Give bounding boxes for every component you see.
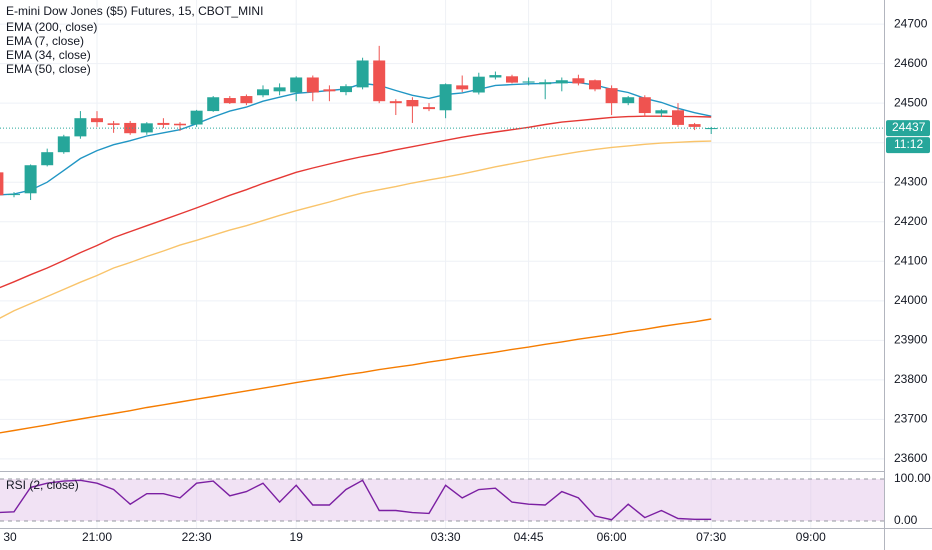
y-tick-label: 24100 [894,253,928,267]
countdown-label: 11:12 [894,137,923,151]
candle-body [539,82,552,85]
candle-body [506,76,518,83]
y-tick-label: 0.00 [894,513,918,527]
y-tick-label: 24000 [894,293,928,307]
x-tick-label: 07:30 [696,530,726,544]
candle-body [24,165,37,194]
candle-body [140,123,153,133]
candle-body [323,89,336,92]
candle-body [306,77,319,93]
candle-body [688,124,701,127]
candle-body [273,87,286,92]
candle-body [107,123,120,125]
candle-body [8,194,20,196]
legend-entry: EMA (200, close) [6,20,97,34]
candle-body [672,110,684,125]
candle-body [605,88,618,104]
x-tick-label: 30 [3,530,17,544]
x-tick-label: 06:00 [597,530,627,544]
candle-body [406,100,419,107]
candle-body [373,60,386,102]
candle-body [340,86,352,93]
candle-body [157,122,170,125]
candle-body [124,122,137,134]
marks [0,45,884,521]
countdown-box [886,137,930,154]
candle-body [207,97,220,112]
candle-body [655,110,668,114]
x-tick-label: 21:00 [82,530,112,544]
candle-body [439,84,452,111]
last-price-label: 24437 [892,120,926,134]
candle-body [223,98,236,104]
x-tick-label: 09:00 [796,530,826,544]
legend-entry: RSI (2, close) [6,478,79,492]
candle-body [74,118,87,137]
x-tick-label: 22:30 [182,530,212,544]
rsi-band [0,479,884,521]
line-series [0,140,712,319]
candle-body [638,97,651,114]
candle-body [489,75,502,78]
candle-body [257,89,269,96]
line-series [0,479,712,521]
y-tick-label: 23600 [894,451,928,465]
candle-body [190,110,203,125]
y-tick-label: 24600 [894,56,928,70]
candle-body [423,107,435,110]
line-series [0,318,712,434]
y-tick-label: 23700 [894,412,928,426]
y-tick-label: 23800 [894,372,928,386]
candle-body [555,80,568,84]
candle-body [240,96,253,104]
legend-entry: EMA (34, close) [6,48,91,62]
y-tick-label: 24200 [894,214,928,228]
x-tick-label: 04:45 [514,530,544,544]
candle-body [290,77,303,93]
candle-body [472,76,485,93]
last-price-box [886,120,930,137]
legend-entry: EMA (50, close) [6,62,91,76]
y-tick-label: 24700 [894,16,928,30]
y-tick-label: 100.00 [894,471,931,485]
y-tick-label: 24300 [894,174,928,188]
candle-body [91,118,103,123]
line-series [0,115,712,289]
candle-body [0,172,4,196]
y-tick-label: 23900 [894,333,928,347]
candle-body [572,78,585,84]
candle-body [57,136,70,153]
labels: 30 21:00 22:30 19 03:30 04:45 06:00 07:30 09:00 2… [3,16,931,544]
candle-body [389,101,402,104]
candle-body [589,80,601,90]
x-tick-label: 19 [290,530,304,544]
candle-body [456,85,469,90]
candle-body [522,81,535,83]
x-tick-label: 03:30 [431,530,461,544]
candle-body [622,97,635,104]
chart-title: E-mini Dow Jones ($5) Futures, 15, CBOT_… [6,4,263,18]
candle-body [356,60,369,88]
legend-entry: EMA (7, close) [6,34,84,48]
candle-body [174,123,186,126]
candle-body [41,152,54,166]
y-tick-label: 24500 [894,95,928,109]
